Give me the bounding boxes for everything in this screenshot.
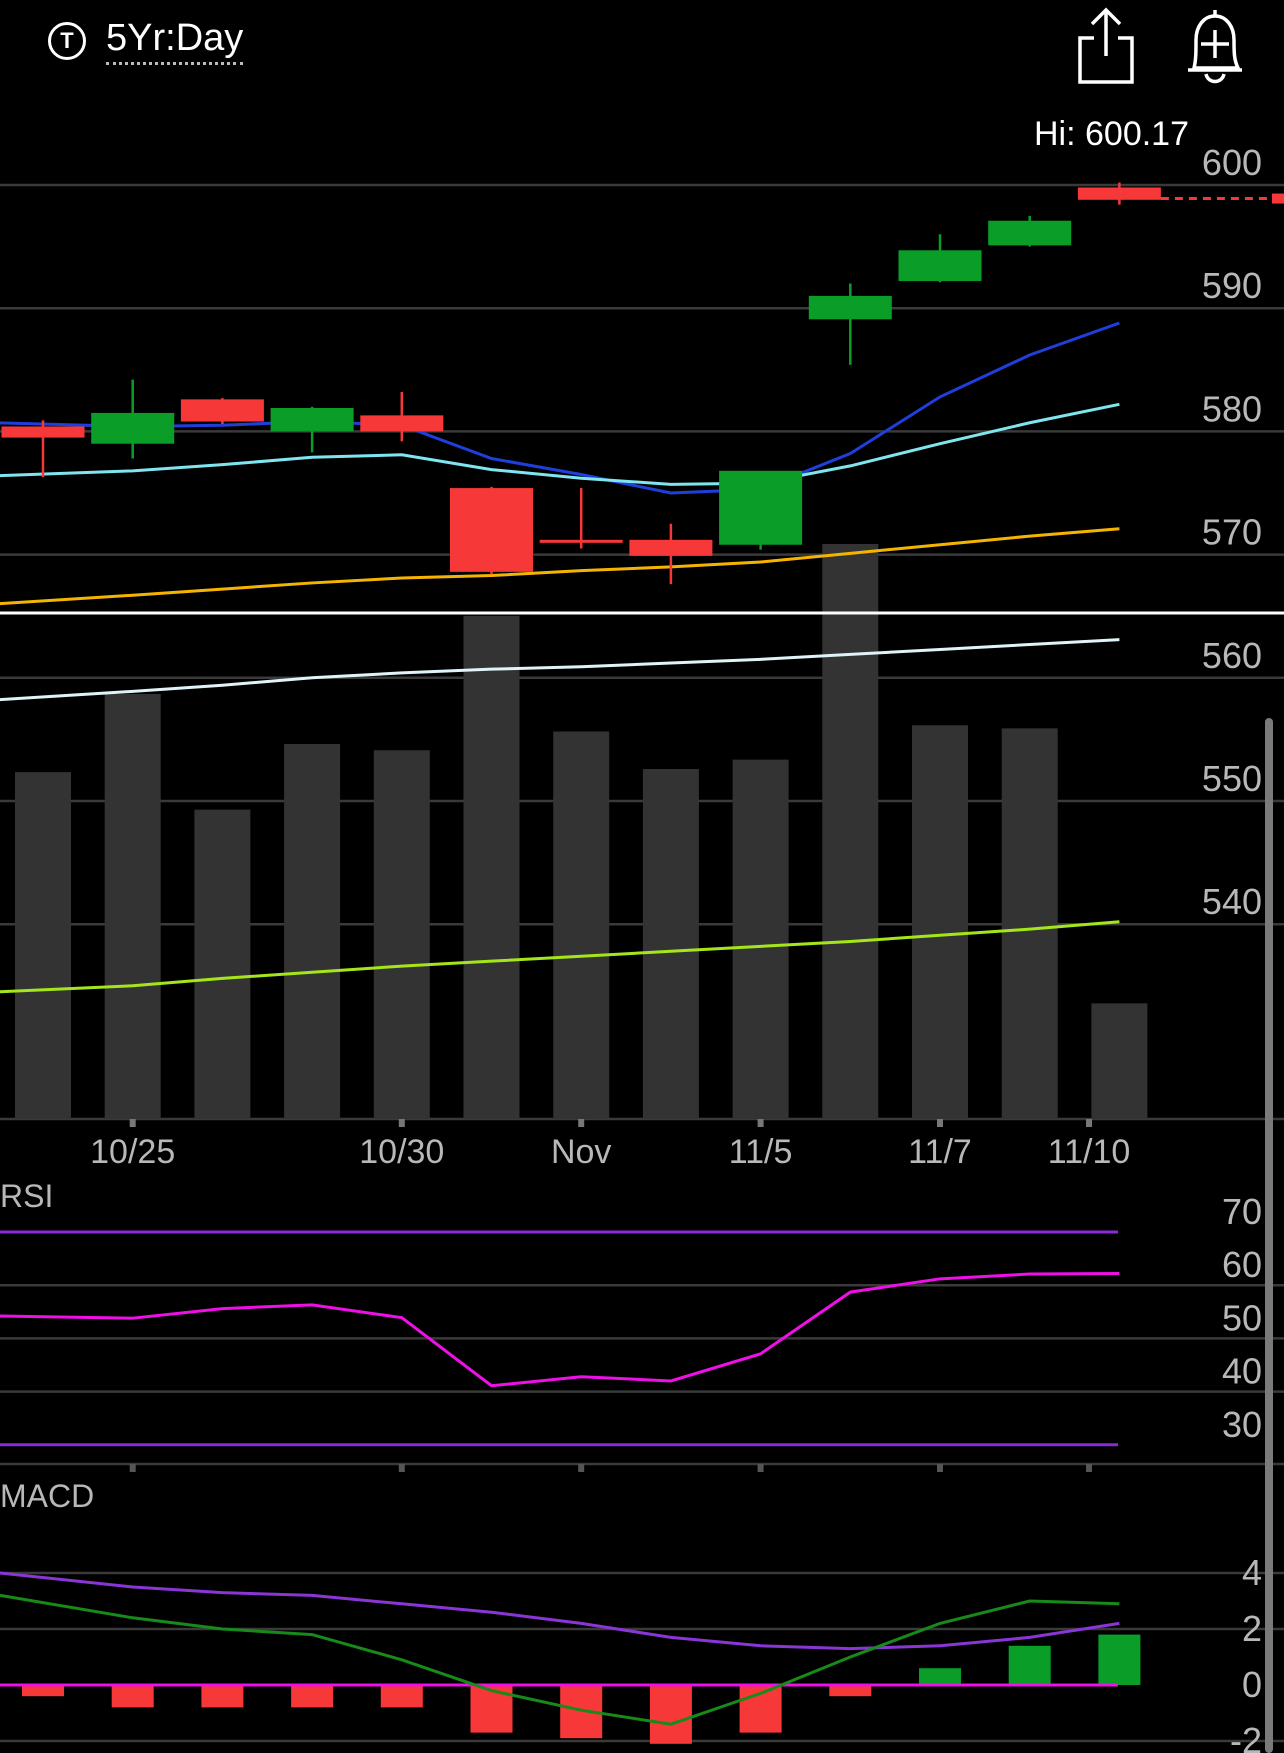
price-tick-label: 570 <box>1202 512 1262 553</box>
rsi-date-tick <box>129 1464 136 1472</box>
volume-bar <box>1091 1003 1148 1119</box>
candle-down <box>360 415 444 432</box>
chart-header: T 5Yr:Day <box>0 0 1284 100</box>
price-candles[interactable] <box>1 182 1284 585</box>
moving-average-line <box>0 920 1120 994</box>
candle-up <box>808 295 892 320</box>
rsi-date-tick <box>757 1464 764 1472</box>
date-tick-label: 11/7 <box>908 1133 972 1171</box>
volume-bar <box>373 750 430 1119</box>
macd-histogram-bar <box>1098 1634 1141 1685</box>
macd-tick-label: 0 <box>1242 1664 1262 1705</box>
date-tick <box>398 1119 405 1127</box>
volume-bar <box>642 769 699 1119</box>
share-icon[interactable] <box>1076 4 1136 91</box>
macd-signal-line <box>0 1571 1120 1651</box>
last-price-marker <box>1272 193 1284 204</box>
moving-average-line <box>0 638 1120 702</box>
macd-histogram-bar <box>829 1685 872 1697</box>
candle-up <box>988 220 1072 246</box>
date-tick <box>937 1119 943 1127</box>
candle-down <box>180 399 264 422</box>
rsi-line <box>0 1271 1120 1388</box>
candle-down <box>1 426 85 438</box>
volume-bar <box>104 694 161 1119</box>
candle-up <box>719 470 803 545</box>
rsi-date-tick <box>1086 1464 1092 1472</box>
date-tick-label: 10/30 <box>359 1133 444 1171</box>
rsi-tick-label: 40 <box>1222 1351 1262 1392</box>
candle-down <box>629 539 713 556</box>
macd-tick-label: -2 <box>1230 1720 1262 1753</box>
volume-bar <box>194 809 251 1119</box>
macd-histogram-bar <box>380 1685 423 1708</box>
date-tick-label: Nov <box>551 1133 611 1171</box>
candle-down <box>450 488 533 572</box>
rsi-date-tick <box>398 1464 405 1472</box>
grid-lines <box>0 183 1284 1121</box>
macd-panel: MACD <box>0 1478 1284 1744</box>
candle-down <box>1077 187 1161 200</box>
macd-histogram-bar <box>919 1668 961 1685</box>
macd-histogram-bar <box>649 1685 692 1744</box>
price-tick-label: 590 <box>1202 265 1262 306</box>
candle-down <box>539 539 623 543</box>
price-tick-label: 540 <box>1202 881 1262 922</box>
macd-line <box>0 1593 1120 1726</box>
timeframe-selector[interactable]: 5Yr:Day <box>106 17 244 65</box>
volume-bar <box>15 772 71 1119</box>
date-tick-label: 11/5 <box>729 1133 793 1171</box>
high-price-label: Hi: 600.17 <box>1034 115 1189 153</box>
date-tick-label: 11/10 <box>1048 1133 1131 1171</box>
macd-histogram-bar <box>470 1685 513 1733</box>
date-tick-label: 10/25 <box>90 1133 175 1171</box>
vertical-scrollbar[interactable] <box>1265 718 1273 1753</box>
macd-histogram-bar <box>111 1685 154 1708</box>
volume-bars <box>15 544 1148 1119</box>
rsi-tick-label: 30 <box>1222 1404 1262 1445</box>
moving-average-line <box>0 321 1120 495</box>
candle-up <box>270 407 354 432</box>
volume-bar <box>822 544 879 1119</box>
macd-histogram-bar <box>1008 1645 1051 1685</box>
price-tick-label: 600 <box>1202 142 1262 183</box>
candle-up <box>898 250 982 282</box>
volume-bar <box>1001 728 1058 1119</box>
rsi-tick-label: 50 <box>1222 1297 1262 1338</box>
price-tick-label: 560 <box>1202 635 1262 676</box>
ticker-badge[interactable]: T <box>48 22 86 60</box>
price-tick-label: 550 <box>1202 758 1262 799</box>
volume-bar <box>912 725 968 1119</box>
moving-average-line <box>0 402 1120 486</box>
macd-tick-label: 4 <box>1242 1552 1262 1593</box>
date-tick <box>1086 1119 1092 1127</box>
date-tick <box>578 1119 585 1127</box>
add-alert-icon[interactable] <box>1180 4 1250 93</box>
rsi-tick-label: 70 <box>1222 1191 1262 1232</box>
macd-title: MACD <box>0 1478 94 1514</box>
macd-histogram-bar <box>291 1685 334 1708</box>
date-tick <box>757 1119 764 1127</box>
rsi-panel: RSI <box>0 1178 1284 1466</box>
moving-average-lines <box>0 321 1120 994</box>
candle-up <box>91 412 175 444</box>
moving-average-line <box>0 527 1120 606</box>
volume-bar <box>284 744 341 1119</box>
volume-bar <box>553 731 610 1119</box>
date-tick <box>129 1119 136 1127</box>
macd-tick-label: 2 <box>1242 1608 1262 1649</box>
rsi-date-tick <box>578 1464 585 1472</box>
macd-histogram-bar <box>22 1685 64 1697</box>
rsi-title: RSI <box>0 1178 53 1214</box>
rsi-tick-label: 60 <box>1222 1244 1262 1285</box>
volume-bar <box>732 759 789 1119</box>
rsi-date-tick <box>937 1464 943 1472</box>
macd-histogram-bar <box>201 1685 244 1708</box>
price-tick-label: 580 <box>1202 388 1262 429</box>
volume-bar <box>463 615 520 1119</box>
